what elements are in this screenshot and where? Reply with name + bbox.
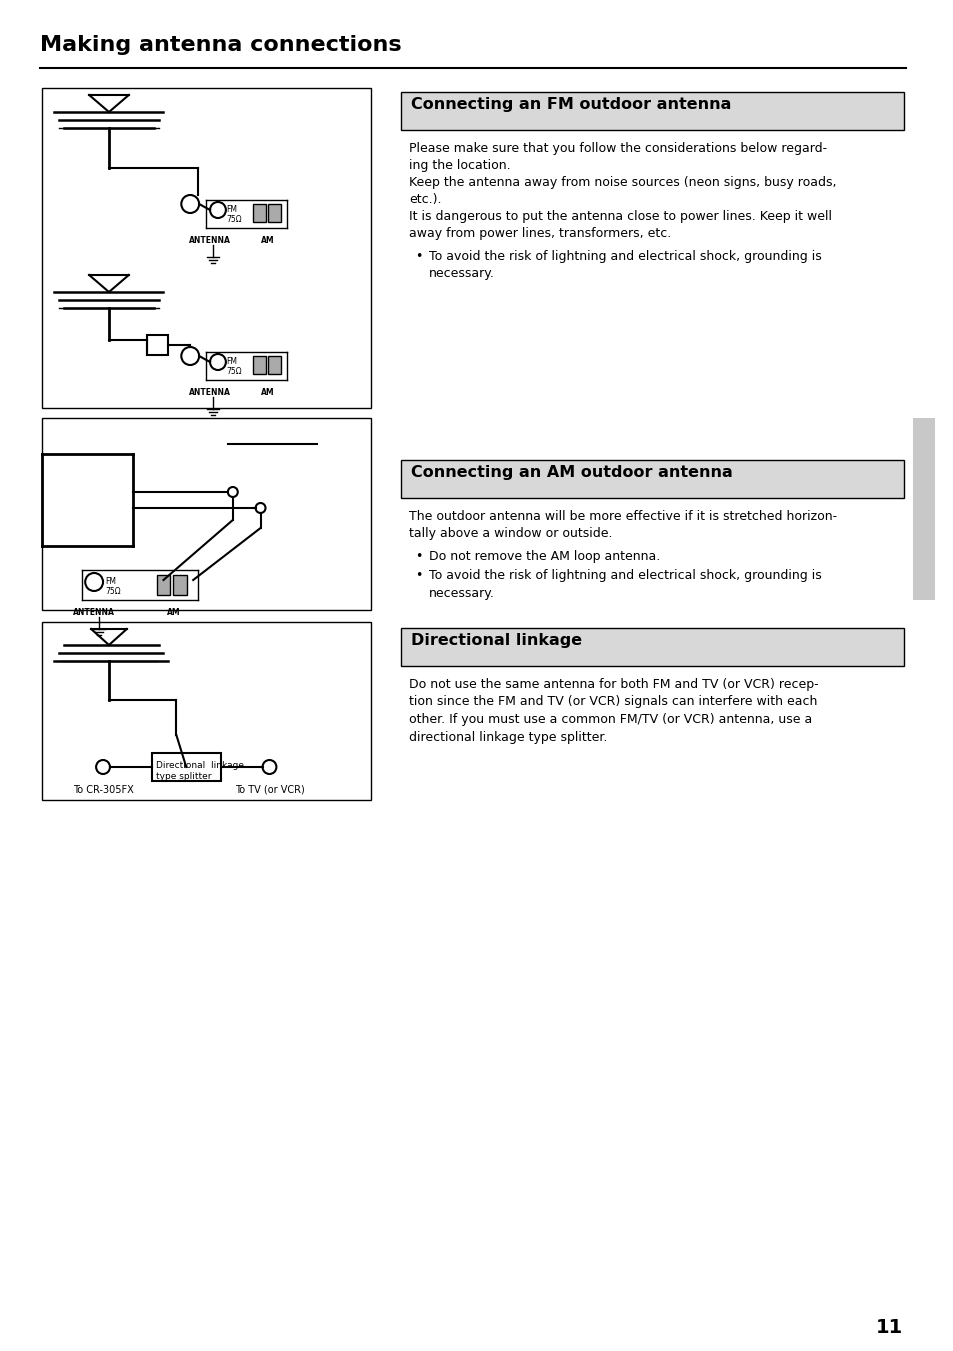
Bar	[268, 357, 281, 374]
Bar	[401, 459, 902, 499]
Text: It is dangerous to put the antenna close to power lines. Keep it well
away from : It is dangerous to put the antenna close…	[409, 209, 831, 240]
Text: •: •	[415, 250, 422, 263]
Bar	[156, 576, 171, 594]
Text: ANTENNA: ANTENNA	[189, 388, 231, 397]
Text: To CR-305FX: To CR-305FX	[72, 785, 133, 794]
Bar	[253, 204, 265, 222]
Text: AM: AM	[167, 608, 180, 617]
Text: Do not use the same antenna for both FM and TV (or VCR) recep-
tion since the FM: Do not use the same antenna for both FM …	[409, 678, 818, 743]
Text: 11: 11	[876, 1319, 902, 1337]
Text: •: •	[415, 569, 422, 582]
Text: ANTENNA: ANTENNA	[73, 608, 115, 617]
Bar	[401, 628, 902, 666]
Bar	[42, 88, 370, 408]
Text: ANTENNA: ANTENNA	[189, 236, 231, 245]
Text: •: •	[415, 550, 422, 563]
Text: Directional  linkage: Directional linkage	[155, 761, 243, 770]
Text: Connecting an FM outdoor antenna: Connecting an FM outdoor antenna	[411, 97, 731, 112]
Bar	[253, 357, 265, 374]
Text: To TV (or VCR): To TV (or VCR)	[234, 785, 304, 794]
Text: AM: AM	[260, 388, 274, 397]
Text: AM: AM	[260, 236, 274, 245]
Text: FM
75Ω: FM 75Ω	[226, 357, 241, 377]
Text: Please make sure that you follow the considerations below regard-
ing the locati: Please make sure that you follow the con…	[409, 142, 826, 173]
Text: Do not remove the AM loop antenna.: Do not remove the AM loop antenna.	[429, 550, 659, 563]
Bar	[147, 335, 169, 355]
Text: The outdoor antenna will be more effective if it is stretched horizon-
tally abo: The outdoor antenna will be more effecti…	[409, 509, 837, 540]
Text: Directional linkage: Directional linkage	[411, 634, 581, 648]
Text: FM
75Ω: FM 75Ω	[226, 205, 241, 224]
Text: Making antenna connections: Making antenna connections	[40, 35, 401, 55]
Bar	[401, 92, 902, 130]
Bar	[173, 576, 187, 594]
Text: To avoid the risk of lightning and electrical shock, grounding is
necessary.: To avoid the risk of lightning and elect…	[429, 569, 821, 600]
Bar	[42, 417, 370, 611]
Bar	[268, 204, 281, 222]
Text: Keep the antenna away from noise sources (neon signs, busy roads,
etc.).: Keep the antenna away from noise sources…	[409, 176, 836, 207]
Text: type splitter: type splitter	[155, 771, 211, 781]
Bar	[152, 753, 221, 781]
Bar	[912, 417, 934, 600]
Text: To avoid the risk of lightning and electrical shock, grounding is
necessary.: To avoid the risk of lightning and elect…	[429, 250, 821, 281]
Text: Connecting an AM outdoor antenna: Connecting an AM outdoor antenna	[411, 465, 732, 480]
Text: FM
75Ω: FM 75Ω	[105, 577, 120, 596]
Bar	[42, 621, 370, 800]
